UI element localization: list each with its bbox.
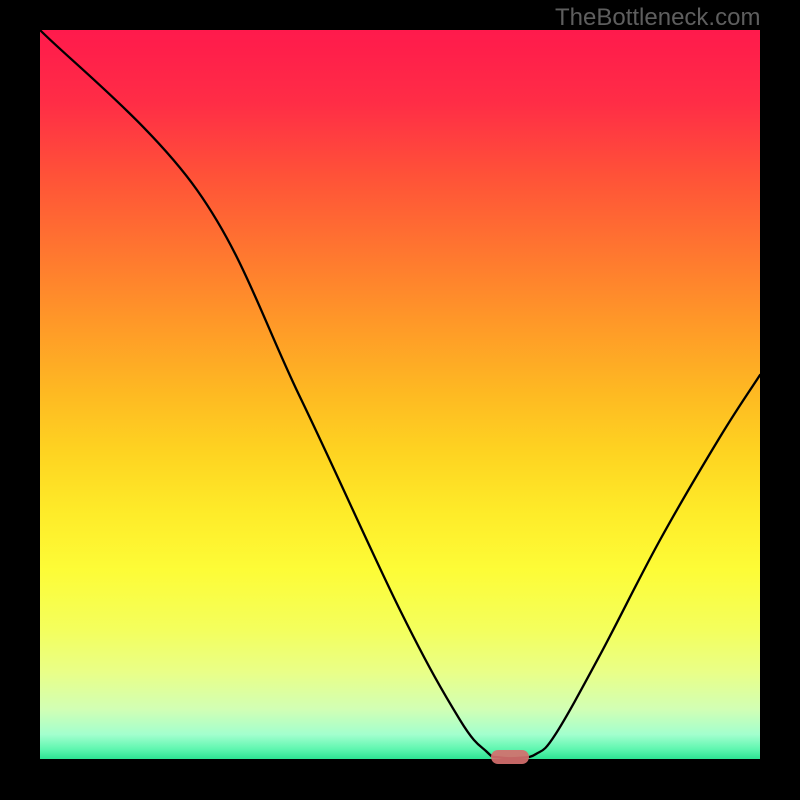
chart-svg <box>0 0 800 800</box>
chart-stage: TheBottleneck.com <box>0 0 800 800</box>
optimum-marker <box>491 750 529 764</box>
gradient-background <box>40 30 760 760</box>
watermark-text: TheBottleneck.com <box>555 4 760 32</box>
